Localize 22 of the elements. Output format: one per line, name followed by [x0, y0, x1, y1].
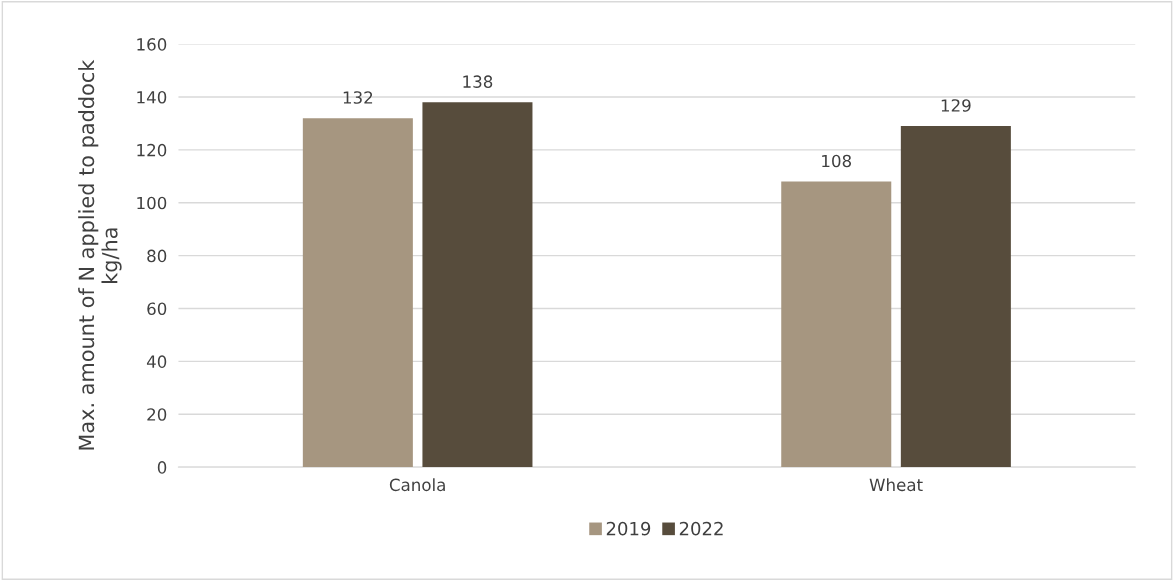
bar — [900, 126, 1011, 468]
x-tick-label: Wheat — [869, 478, 923, 492]
legend-label: 2019 — [606, 521, 651, 536]
y-tick-label: 40 — [146, 355, 167, 368]
bar — [781, 181, 892, 468]
data-label: 108 — [822, 154, 852, 168]
y-tick-label: 60 — [147, 302, 167, 316]
y-tick-label: 140 — [137, 90, 167, 104]
y-tick-label: 20 — [147, 408, 167, 421]
y-tick-label: 160 — [137, 38, 167, 51]
data-label: 132 — [343, 91, 373, 104]
bar — [422, 102, 533, 468]
y-tick-label: 0 — [157, 461, 167, 474]
legend-label: 2022 — [679, 521, 723, 536]
y-tick-label: 120 — [137, 143, 167, 157]
y-tick-label: 100 — [137, 196, 167, 210]
y-axis-title: Max. amount of N applied to paddock kg/ha — [78, 59, 122, 450]
data-label: 129 — [941, 99, 971, 112]
bar — [302, 118, 413, 468]
data-label: 138 — [463, 75, 493, 88]
y-tick-label: 80 — [147, 249, 167, 263]
x-tick-label: Canola — [389, 478, 445, 492]
